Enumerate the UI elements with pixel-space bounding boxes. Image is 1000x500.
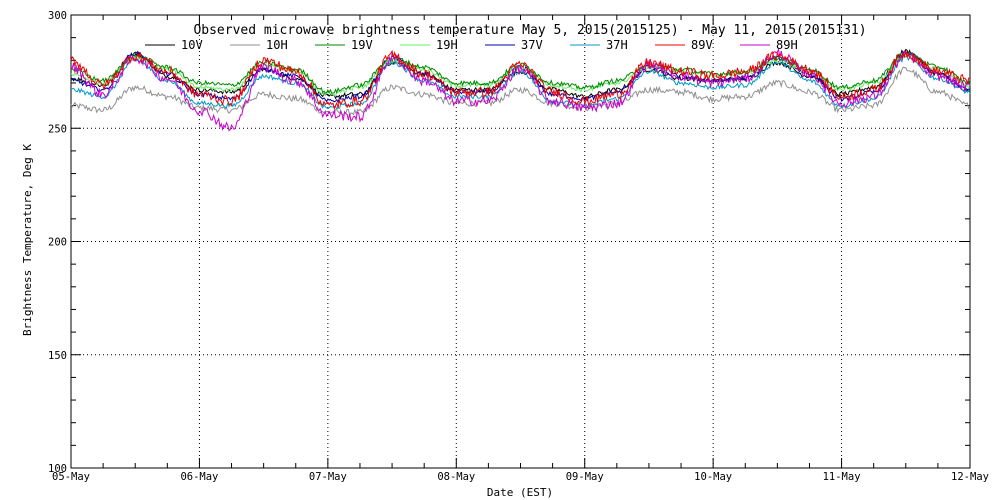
series-line-10h <box>70 66 971 117</box>
y-axis-label: Brightness Temperature, Deg K <box>21 144 34 336</box>
series-line-89h <box>70 48 971 132</box>
chart-title: Observed microwave brightness temperatur… <box>193 23 866 38</box>
series-line-37h <box>70 55 971 110</box>
y-tick-label: 150 <box>48 350 67 362</box>
y-tick-label: 300 <box>48 10 67 22</box>
legend-label-89h: 89H <box>776 38 798 52</box>
x-axis-label: Date (EST) <box>487 486 553 499</box>
x-tick-label: 11-May <box>823 471 861 483</box>
legend-label-37v: 37V <box>521 38 543 52</box>
axis-ticks: 05-May 06-May 07-May 08-May 09-May 10-May 11-M… <box>48 10 989 483</box>
y-tick-label: 100 <box>48 463 67 475</box>
legend: 10V 10H 19V 19H 37V 37H 89V 89H <box>145 38 798 52</box>
legend-label-19v: 19V <box>351 38 373 52</box>
x-tick-label: 09-May <box>566 471 604 483</box>
x-tick-label: 06-May <box>180 471 218 483</box>
x-tick-label: 05-May <box>52 471 90 483</box>
x-tick-label: 12-May <box>951 471 989 483</box>
y-tick-label: 200 <box>48 237 67 249</box>
x-tick-label: 10-May <box>694 471 732 483</box>
x-tick-label: 07-May <box>309 471 347 483</box>
legend-label-19h: 19H <box>436 38 458 52</box>
plot-area <box>70 14 971 469</box>
legend-label-10v: 10V <box>181 38 203 52</box>
legend-label-37h: 37H <box>606 38 628 52</box>
legend-label-89v: 89V <box>691 38 713 52</box>
legend-label-10h: 10H <box>266 38 288 52</box>
x-tick-label: 08-May <box>437 471 475 483</box>
y-tick-label: 250 <box>48 123 67 135</box>
series-lines <box>70 48 971 132</box>
series-line-89v <box>70 49 971 111</box>
